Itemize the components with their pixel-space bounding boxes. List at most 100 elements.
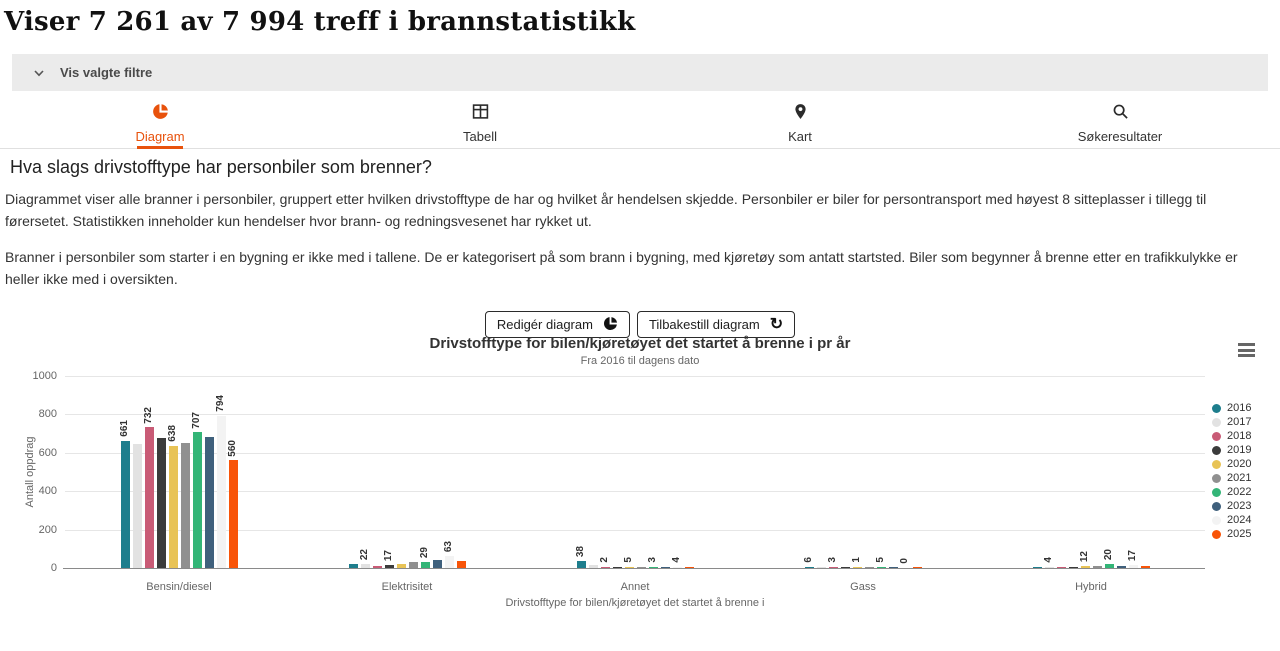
- legend-swatch: [1212, 403, 1221, 413]
- bar-2019-Hybrid[interactable]: [1068, 566, 1078, 568]
- bar-2019-Annet[interactable]: [612, 566, 622, 568]
- bar-2023-Hybrid[interactable]: [1116, 565, 1126, 568]
- active-tab-underline: [137, 146, 183, 149]
- legend-swatch: [1212, 431, 1221, 441]
- bar-2017-Elektrisitet[interactable]: [360, 563, 370, 568]
- bar-2021-Hybrid[interactable]: [1092, 566, 1102, 568]
- bar-2024-Annet[interactable]: [672, 566, 682, 568]
- bar-2022-Gass[interactable]: [876, 566, 886, 568]
- bar-2020-Elektrisitet[interactable]: [396, 563, 406, 568]
- grid-line: [65, 376, 1205, 377]
- bar-2025-Hybrid[interactable]: [1140, 566, 1150, 568]
- table-icon: [472, 103, 489, 125]
- bar-2021-Bensin/diesel[interactable]: [180, 442, 190, 568]
- bar-2016-Gass[interactable]: [804, 566, 814, 568]
- legend-swatch: [1212, 459, 1221, 469]
- bar-2016-Bensin/diesel[interactable]: [120, 441, 130, 568]
- bar-2020-Hybrid[interactable]: [1080, 565, 1090, 568]
- x-axis-line: [63, 568, 1205, 569]
- bar-2018-Annet[interactable]: [600, 566, 610, 568]
- bar-value-label: 707: [191, 411, 202, 429]
- legend-label: 2021: [1227, 472, 1252, 484]
- bar-2017-Bensin/diesel[interactable]: [132, 444, 142, 568]
- bar-2019-Bensin/diesel[interactable]: [156, 437, 166, 568]
- bar-2018-Elektrisitet[interactable]: [372, 566, 382, 568]
- bar-2017-Gass[interactable]: [816, 566, 826, 568]
- edit-diagram-button[interactable]: Redigér diagram: [484, 311, 630, 338]
- tab-sokeresultater[interactable]: Søkeresultater: [960, 99, 1280, 148]
- chevron-down-icon: [33, 67, 45, 79]
- tab-label: Kart: [788, 129, 812, 144]
- bar-2019-Elektrisitet[interactable]: [384, 564, 394, 568]
- legend-item-2020[interactable]: 2020: [1212, 457, 1251, 471]
- bar-2021-Elektrisitet[interactable]: [408, 561, 418, 568]
- bar-2019-Gass[interactable]: [840, 566, 850, 568]
- tab-tabell[interactable]: Tabell: [320, 99, 640, 148]
- filter-toggle-label: Vis valgte filtre: [60, 65, 153, 80]
- chart-context-menu-icon[interactable]: [1238, 343, 1255, 357]
- bar-2020-Bensin/diesel[interactable]: [168, 445, 178, 568]
- bar-2016-Hybrid[interactable]: [1032, 566, 1042, 568]
- y-tick-label: 0: [50, 562, 57, 574]
- legend-item-2017[interactable]: 2017: [1212, 415, 1251, 429]
- legend-item-2025[interactable]: 2025: [1212, 527, 1251, 541]
- bar-2017-Hybrid[interactable]: [1044, 566, 1054, 568]
- grid-line: [65, 491, 1205, 493]
- legend-item-2018[interactable]: 2018: [1212, 429, 1251, 443]
- bar-2023-Gass[interactable]: [888, 566, 898, 568]
- bar-2024-Elektrisitet[interactable]: [444, 555, 454, 568]
- tab-diagram[interactable]: Diagram: [0, 99, 320, 149]
- refresh-icon: ↻: [769, 315, 784, 333]
- chart-subtitle: Fra 2016 til dagens dato: [580, 355, 700, 367]
- bar-2017-Annet[interactable]: [588, 564, 598, 568]
- bar-2020-Gass[interactable]: [852, 566, 862, 568]
- bar-2022-Elektrisitet[interactable]: [420, 562, 430, 568]
- category-label: Annet: [620, 581, 650, 593]
- legend-item-2021[interactable]: 2021: [1212, 471, 1251, 485]
- bar-2022-Bensin/diesel[interactable]: [192, 432, 202, 568]
- tab-kart[interactable]: Kart: [640, 99, 960, 148]
- bar-value-label: 794: [215, 394, 226, 412]
- bar-value-label: 22: [359, 548, 370, 560]
- bar-2018-Gass[interactable]: [828, 566, 838, 568]
- section-paragraph-1: Diagrammet viser alle branner i personbi…: [5, 191, 1207, 229]
- bar-2016-Elektrisitet[interactable]: [348, 564, 358, 568]
- x-axis-title: Drivstofftype for bilen/kjøretøyet det s…: [505, 597, 765, 609]
- bar-2021-Gass[interactable]: [864, 566, 874, 568]
- legend-item-2019[interactable]: 2019: [1212, 443, 1251, 457]
- bar-2018-Hybrid[interactable]: [1056, 566, 1066, 568]
- bar-2024-Bensin/diesel[interactable]: [216, 415, 226, 568]
- legend-item-2016[interactable]: 2016: [1212, 401, 1251, 415]
- bar-2022-Annet[interactable]: [648, 566, 658, 568]
- bar-2020-Annet[interactable]: [624, 566, 634, 568]
- legend-swatch: [1212, 501, 1221, 511]
- bar-2025-Elektrisitet[interactable]: [456, 561, 466, 568]
- view-tabbar: Diagram Tabell Kart Søkeresultater: [0, 99, 1280, 149]
- reset-diagram-button[interactable]: Tilbakestill diagram ↻: [636, 311, 796, 338]
- legend-label: 2016: [1227, 402, 1252, 414]
- bar-2025-Bensin/diesel[interactable]: [228, 460, 238, 568]
- bar-2023-Elektrisitet[interactable]: [432, 560, 442, 568]
- bar-2022-Hybrid[interactable]: [1104, 564, 1114, 568]
- legend-item-2024[interactable]: 2024: [1212, 513, 1251, 527]
- bar-2025-Annet[interactable]: [684, 566, 694, 568]
- bar-value-label: 4: [671, 556, 682, 563]
- bar-2023-Bensin/diesel[interactable]: [204, 437, 214, 568]
- legend-item-2022[interactable]: 2022: [1212, 485, 1251, 499]
- show-selected-filters-toggle[interactable]: Vis valgte filtre: [12, 54, 1268, 91]
- category-label: Hybrid: [1075, 581, 1107, 593]
- bar-value-label: 3: [827, 556, 838, 563]
- legend-swatch: [1212, 417, 1221, 427]
- legend-label: 2017: [1227, 416, 1252, 428]
- grid-line: [65, 414, 1205, 416]
- pie-chart-icon: [603, 316, 618, 334]
- bar-2016-Annet[interactable]: [576, 560, 586, 568]
- bar-2025-Gass[interactable]: [912, 566, 922, 568]
- grid-line: [65, 529, 1205, 531]
- legend-item-2023[interactable]: 2023: [1212, 499, 1251, 513]
- bar-2018-Bensin/diesel[interactable]: [144, 427, 154, 568]
- bar-2023-Annet[interactable]: [660, 566, 670, 568]
- tab-label: Søkeresultater: [1077, 129, 1163, 144]
- bar-2024-Hybrid[interactable]: [1128, 564, 1138, 568]
- bar-2021-Annet[interactable]: [636, 566, 646, 568]
